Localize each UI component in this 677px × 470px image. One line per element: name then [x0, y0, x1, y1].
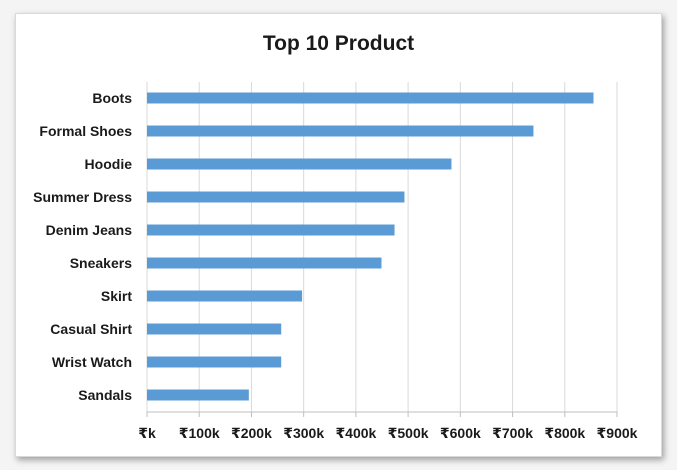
x-tick-label: ₹100k [179, 425, 220, 441]
bar-sneakers [147, 257, 382, 269]
chart-title: Top 10 Product [262, 32, 415, 55]
x-tick-label: ₹400k [335, 425, 376, 441]
category-label: Wrist Watch [52, 354, 132, 370]
x-tick-label: ₹600k [440, 425, 481, 441]
category-label: Denim Jeans [46, 222, 133, 238]
category-label: Summer Dress [33, 189, 132, 205]
category-label: Sneakers [70, 255, 132, 271]
x-tick-label: ₹800k [544, 425, 585, 441]
bar-denim-jeans [147, 224, 395, 236]
bar-hoodie [147, 158, 452, 170]
category-label: Boots [92, 90, 132, 106]
category-label: Formal Shoes [39, 123, 132, 139]
x-tick-label: ₹500k [388, 425, 429, 441]
category-label: Skirt [101, 288, 132, 304]
bar-boots [147, 92, 594, 104]
bar-skirt [147, 290, 303, 302]
bar-formal-shoes [147, 125, 534, 137]
bar-casual-shirt [147, 323, 282, 335]
category-label: Casual Shirt [50, 321, 132, 337]
x-tick-label: ₹900k [597, 425, 638, 441]
category-label: Sandals [78, 387, 132, 403]
x-tick-label: ₹k [138, 425, 156, 441]
x-tick-label: ₹200k [231, 425, 272, 441]
category-label: Hoodie [85, 156, 133, 172]
bar-wrist-watch [147, 356, 282, 368]
x-tick-label: ₹300k [283, 425, 324, 441]
bar-sandals [147, 389, 249, 401]
bar-summer-dress [147, 191, 405, 203]
x-tick-label: ₹700k [492, 425, 533, 441]
